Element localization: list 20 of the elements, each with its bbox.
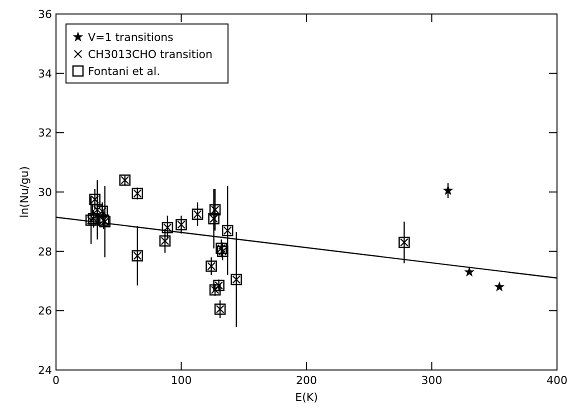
x-axis-title: E(K) [295,391,318,404]
x-tick-label: 200 [296,374,317,387]
point [464,266,475,277]
y-tick-label: 26 [38,304,52,318]
y-tick-label: 36 [38,8,52,21]
y-axis-title: ln(Nu/gu) [18,166,31,218]
point [494,281,505,292]
legend-label: Fontani et al. [88,65,160,78]
x-tick-label: 400 [546,374,568,387]
point [442,185,454,195]
legend-label: V=1 transitions [88,31,174,44]
y-tick-label: 28 [38,245,52,258]
x-tick-label: 100 [170,374,192,387]
y-tick-label: 34 [38,67,52,80]
x-tick-label: 300 [421,374,442,387]
y-tick-label: 24 [38,364,52,377]
x-tick-label: 0 [52,374,60,387]
y-tick-label: 30 [38,186,52,199]
legend-label: CH3013CHO transition [88,48,212,61]
y-tick-label: 32 [38,126,52,140]
